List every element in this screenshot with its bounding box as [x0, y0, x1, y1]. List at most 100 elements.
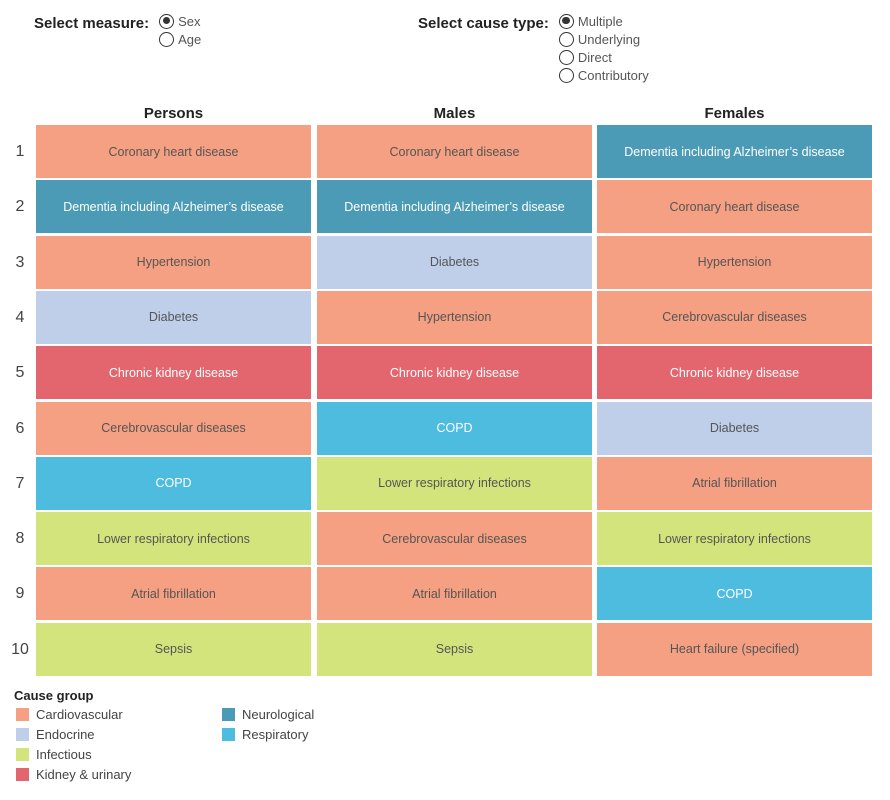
legend-swatch [222, 707, 235, 721]
cause-cell[interactable]: Hypertension [597, 235, 872, 289]
rank-label: 2 [15, 198, 25, 216]
measure-options: Sex Age [159, 12, 201, 48]
rank-label: 7 [15, 474, 25, 492]
cause-label: Cerebrovascular diseases [382, 531, 527, 546]
legend-item-neurological[interactable]: Neurological [222, 704, 314, 724]
cause-cell[interactable]: Coronary heart disease [597, 180, 872, 234]
cause-label: Heart failure (specified) [669, 642, 800, 657]
cause-label: Hypertension [136, 255, 211, 270]
cause-cell[interactable]: Hypertension [36, 235, 311, 289]
cause-cell[interactable]: Cerebrovascular diseases [36, 401, 311, 455]
cause-label: Sepsis [154, 642, 193, 657]
rank-label: 4 [15, 308, 25, 326]
cause-type-option-label: Direct [577, 49, 612, 65]
cause-type-option-direct[interactable]: Direct [558, 48, 649, 66]
legend-title: Cause group [14, 688, 94, 703]
radio-button[interactable] [558, 49, 574, 65]
cause-type-option-multiple[interactable]: Multiple [558, 12, 649, 30]
legend-label: Cardiovascular [36, 706, 123, 722]
rank-label: 3 [15, 253, 25, 271]
cause-cell[interactable]: Lower respiratory infections [597, 512, 872, 566]
rank-label: 6 [15, 419, 25, 437]
rank-label: 5 [15, 364, 25, 382]
cause-cell[interactable]: Chronic kidney disease [317, 346, 592, 400]
cause-cell[interactable]: Diabetes [317, 235, 592, 289]
cause-cell[interactable]: Diabetes [597, 401, 872, 455]
cause-cell[interactable]: Chronic kidney disease [36, 346, 311, 400]
legend: Cause group Cardiovascular Endocrine Infec… [14, 688, 314, 782]
cause-label: Atrial fibrillation [131, 586, 216, 601]
measure-option-sex[interactable]: Sex [159, 12, 201, 30]
legend-label: Neurological [242, 706, 315, 722]
measure-option-label: Age [178, 31, 202, 47]
legend-item-respiratory[interactable]: Respiratory [222, 724, 308, 744]
cause-cell[interactable]: Coronary heart disease [317, 125, 592, 178]
cause-cell[interactable]: Sepsis [36, 622, 311, 676]
cause-label: Cerebrovascular diseases [101, 421, 246, 435]
cause-cell[interactable]: Dementia including Alzheimer’s disease [36, 180, 311, 234]
cause-label: Sepsis [435, 642, 474, 657]
rank-label: 9 [15, 585, 25, 603]
cause-label: Chronic kidney disease [669, 365, 800, 380]
cause-cell[interactable]: COPD [36, 456, 311, 510]
cause-label: Chronic kidney disease [108, 365, 239, 380]
cause-cell[interactable]: Lower respiratory infections [317, 456, 592, 510]
cause-cell[interactable]: Dementia including Alzheimer’s disease [317, 180, 592, 234]
column-header-males: Males [433, 105, 476, 122]
cause-type-label: Select cause type: [418, 15, 549, 32]
cause-label: Dementia including Alzheimer’s disease [344, 199, 565, 214]
legend-item-kidney-urinary[interactable]: Kidney & urinary [16, 764, 131, 784]
legend-item-endocrine[interactable]: Endocrine [16, 724, 95, 744]
legend-item-cardiovascular[interactable]: Cardiovascular [16, 704, 123, 724]
legend-swatch [16, 767, 29, 781]
cause-cell[interactable]: Heart failure (specified) [597, 622, 872, 676]
cause-label: COPD [436, 421, 473, 435]
legend-swatch [222, 727, 235, 741]
cause-label: Hypertension [417, 310, 492, 325]
radio-button[interactable] [558, 13, 574, 29]
cause-type-option-contributory[interactable]: Contributory [558, 66, 649, 84]
radio-button[interactable] [159, 13, 175, 29]
cause-label: Hypertension [697, 255, 772, 270]
cause-type-option-underlying[interactable]: Underlying [558, 30, 649, 48]
cause-label: Lower respiratory infections [97, 531, 250, 546]
cause-label: COPD [155, 476, 192, 491]
rank-label: 1 [15, 143, 25, 160]
cause-cell[interactable]: COPD [597, 567, 872, 621]
cause-type-option-label: Contributory [577, 67, 649, 83]
rank-label: 10 [11, 640, 29, 658]
cause-cell[interactable]: Atrial fibrillation [317, 567, 592, 621]
radio-button[interactable] [558, 67, 574, 83]
cause-cell[interactable]: Diabetes [36, 290, 311, 344]
cause-cell[interactable]: Atrial fibrillation [36, 567, 311, 621]
cause-type-option-label: Multiple [577, 13, 623, 29]
cause-label: Diabetes [709, 421, 760, 435]
cause-cell[interactable]: Cerebrovascular diseases [597, 290, 872, 344]
legend-item-infectious[interactable]: Infectious [16, 744, 92, 764]
cause-label: Coronary heart disease [108, 144, 239, 159]
cause-label: Atrial fibrillation [692, 476, 777, 491]
cause-label: Coronary heart disease [669, 199, 800, 214]
cause-cell[interactable]: COPD [317, 401, 592, 455]
cause-label: Lower respiratory infections [658, 531, 811, 546]
legend-label: Infectious [36, 746, 92, 762]
cause-label: Coronary heart disease [389, 144, 520, 159]
cause-cell[interactable]: Coronary heart disease [36, 125, 311, 178]
cause-cell[interactable]: Cerebrovascular diseases [317, 512, 592, 566]
cause-type-options: Multiple Underlying Direct Contributory [558, 12, 649, 84]
measure-option-age[interactable]: Age [159, 30, 201, 48]
cause-label: Diabetes [429, 255, 480, 270]
cause-cell[interactable]: Dementia including Alzheimer’s disease [597, 125, 872, 178]
radio-button[interactable] [558, 31, 574, 47]
column-header-persons: Persons [143, 105, 204, 122]
radio-button[interactable] [159, 31, 175, 47]
cause-label: Atrial fibrillation [412, 586, 497, 601]
cause-cell[interactable]: Lower respiratory infections [36, 512, 311, 566]
cause-cell[interactable]: Sepsis [317, 622, 592, 676]
cause-cell[interactable]: Atrial fibrillation [597, 456, 872, 510]
cause-cell[interactable]: Chronic kidney disease [597, 346, 872, 400]
legend-swatch [16, 707, 29, 721]
rank-label: 8 [15, 530, 25, 548]
cause-label: Cerebrovascular diseases [662, 310, 807, 325]
cause-cell[interactable]: Hypertension [317, 290, 592, 344]
